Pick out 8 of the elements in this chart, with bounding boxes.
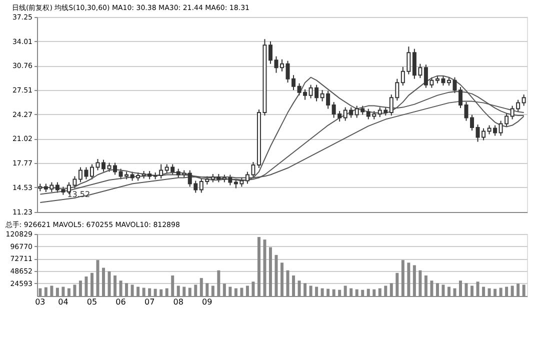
x-tick-label: 09 [202, 298, 212, 306]
x-tick-label: 07 [144, 298, 155, 306]
x-tick-label: 05 [86, 298, 98, 306]
x-tick-label: 04 [58, 298, 68, 306]
x-tick-label: 08 [173, 298, 184, 306]
x-tick-label: 06 [116, 298, 126, 306]
annotation: 13.52 [67, 190, 90, 199]
x-tick-label: 03 [35, 298, 46, 306]
